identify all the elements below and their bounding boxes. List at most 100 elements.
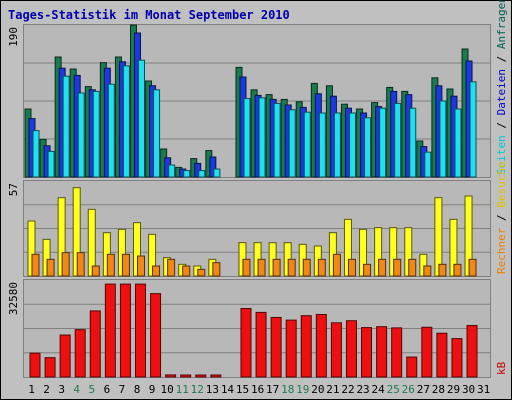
middle-bar-rechner: [152, 265, 161, 277]
top-bar-seiten: [303, 111, 311, 178]
x-tick-label: 5: [89, 383, 96, 396]
top-bar-seiten: [379, 107, 387, 178]
bottom-bar-kb: [89, 310, 101, 378]
top-bar-seiten: [333, 112, 341, 178]
top-legend-segment: Seiten: [495, 135, 508, 175]
middle-bar-rechner: [332, 253, 341, 277]
middle-bar-rechner: [438, 263, 447, 277]
top-bar-seiten: [439, 100, 447, 178]
x-tick-label: 7: [119, 383, 126, 396]
x-tick-label: 6: [104, 383, 111, 396]
middle-bar-rechner: [76, 252, 85, 277]
x-tick-label: 16: [251, 383, 264, 396]
middle-legend-segment: /: [495, 208, 508, 228]
top-bar-seiten: [469, 81, 477, 178]
top-bar-seiten: [62, 75, 70, 178]
top-bar-seiten: [137, 59, 145, 178]
x-tick-label: 17: [266, 383, 279, 396]
middle-bar-rechner: [363, 263, 372, 277]
bottom-bar-kb: [270, 316, 282, 378]
x-tick-label: 26: [402, 383, 415, 396]
top-bar-dateien: [209, 156, 217, 178]
top-bar-seiten: [122, 65, 130, 178]
bottom-bar-kb: [376, 326, 388, 378]
top-legend-segment: Anfragen: [495, 0, 508, 49]
x-tick-label: 27: [417, 383, 430, 396]
bottom-bar-kb: [119, 283, 131, 378]
bottom-bar-kb: [361, 327, 373, 378]
x-tick-label: 9: [149, 383, 156, 396]
bottom-bar-kb: [285, 319, 297, 378]
top-bar-seiten: [107, 83, 115, 178]
labels-layer: 190 Seiten / Dateien / Anfragen 5 7 Rechner …: [7, 0, 508, 396]
middle-bar-rechner: [317, 258, 326, 277]
top-bar-seiten: [47, 150, 55, 178]
top-bar-seiten: [258, 97, 266, 178]
bottom-bar-kb: [330, 322, 342, 378]
top-bar-seiten: [243, 98, 251, 178]
middle-legend: Rechner / Besuche: [495, 161, 508, 274]
x-tick-label: 30: [462, 383, 475, 396]
middle-bar-rechner: [212, 262, 221, 277]
bottom-legend-segment: kB: [495, 361, 508, 375]
middle-bar-rechner: [242, 258, 251, 277]
middle-bar-rechner: [182, 265, 191, 277]
middle-bar-rechner: [31, 253, 40, 277]
middle-legend-segment: Besuche: [495, 161, 508, 207]
bottom-bar-kb: [180, 374, 192, 378]
x-tick-label: 31: [477, 383, 490, 396]
middle-bar-rechner: [167, 258, 176, 277]
top-bar-seiten: [213, 168, 221, 178]
x-tick-label: 21: [326, 383, 339, 396]
middle-bar-rechner: [347, 258, 356, 277]
middle-bar-rechner: [46, 258, 55, 277]
bottom-bar-kb: [44, 357, 56, 378]
top-bar-seiten: [348, 112, 356, 178]
x-tick-label: 22: [341, 383, 354, 396]
x-tick-label: 29: [447, 383, 460, 396]
bottom-bar-kb: [150, 293, 162, 378]
bottom-bar-kb: [466, 324, 478, 378]
bottom-bar-kb: [165, 374, 177, 378]
bottom-bar-kb: [29, 352, 41, 378]
top-legend-segment: /: [495, 49, 508, 69]
x-tick-label: 2: [43, 383, 50, 396]
bottom-bar-kb: [345, 320, 357, 378]
x-tick-label: 20: [311, 383, 324, 396]
top-bar-seiten: [273, 102, 281, 178]
top-bar-seiten: [288, 109, 296, 178]
top-max-label: 190: [7, 27, 20, 47]
bottom-bar-kb: [406, 356, 418, 378]
bottom-bar-kb: [315, 313, 327, 378]
top-bar-seiten: [198, 170, 206, 178]
middle-bar-rechner: [91, 265, 100, 277]
top-bar-seiten: [318, 112, 326, 178]
middle-bar-rechner: [378, 258, 387, 277]
bottom-bar-kb: [59, 334, 71, 378]
bottom-bar-kb: [240, 308, 252, 378]
middle-bar-rechner: [408, 258, 417, 277]
x-tick-label: 24: [372, 383, 386, 396]
x-tick-label: 18: [281, 383, 294, 396]
top-bar-seiten: [183, 170, 191, 178]
chart-title: Tages-Statistik im Monat September 2010: [8, 8, 290, 22]
top-bar-seiten: [77, 92, 85, 178]
x-tick-label: 8: [134, 383, 141, 396]
top-bar-seiten: [424, 151, 432, 178]
x-tick-label: 13: [206, 383, 219, 396]
x-tick-label: 10: [161, 383, 174, 396]
x-tick-label: 15: [236, 383, 249, 396]
bottom-bar-kb: [391, 327, 403, 378]
x-tick-label: 3: [58, 383, 65, 396]
middle-bar-rechner: [61, 252, 70, 277]
middle-bar-rechner: [121, 253, 130, 277]
x-tick-label: 11: [176, 383, 189, 396]
x-tick-label: 23: [356, 383, 369, 396]
middle-bar-rechner: [257, 258, 266, 277]
bottom-bar-kb: [134, 283, 146, 378]
x-tick-label: 1: [28, 383, 35, 396]
x-tick-label: 25: [387, 383, 400, 396]
top-legend-segment: Dateien: [495, 69, 508, 115]
